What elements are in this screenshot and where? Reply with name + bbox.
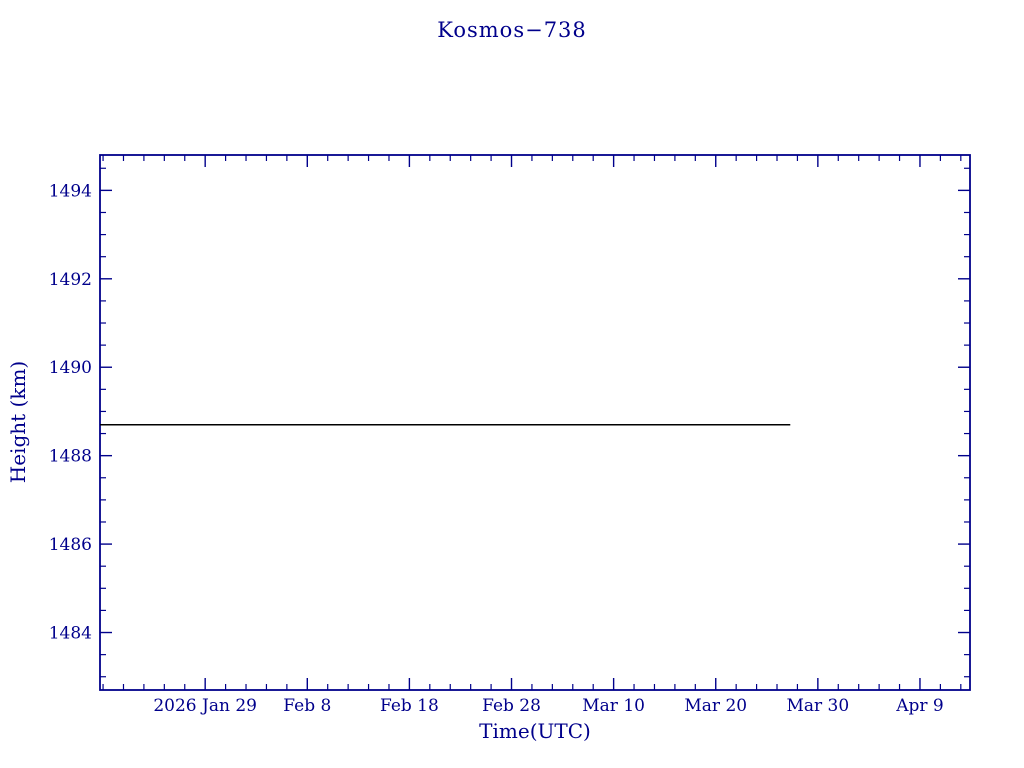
y-axis-label: Height (km) (6, 360, 30, 484)
chart-title: Kosmos−738 (437, 18, 587, 42)
x-tick-label: Feb 18 (380, 696, 439, 716)
x-tick-label: Mar 10 (582, 696, 645, 716)
y-tick-label: 1484 (49, 624, 92, 644)
x-tick-label: Mar 30 (786, 696, 849, 716)
x-tick-label: 2026 Jan 29 (153, 696, 257, 716)
y-tick-label: 1488 (49, 447, 92, 467)
y-tick-label: 1486 (49, 535, 92, 555)
y-tick-label: 1492 (49, 270, 92, 290)
x-tick-label: Feb 8 (283, 696, 331, 716)
y-tick-label: 1490 (49, 358, 92, 378)
x-tick-label: Mar 20 (684, 696, 747, 716)
x-tick-label: Apr 9 (895, 696, 944, 716)
axes-frame (99, 154, 971, 691)
y-tick-label: 1494 (49, 181, 92, 201)
x-axis-label: Time(UTC) (479, 719, 591, 743)
x-tick-label: Feb 28 (482, 696, 541, 716)
